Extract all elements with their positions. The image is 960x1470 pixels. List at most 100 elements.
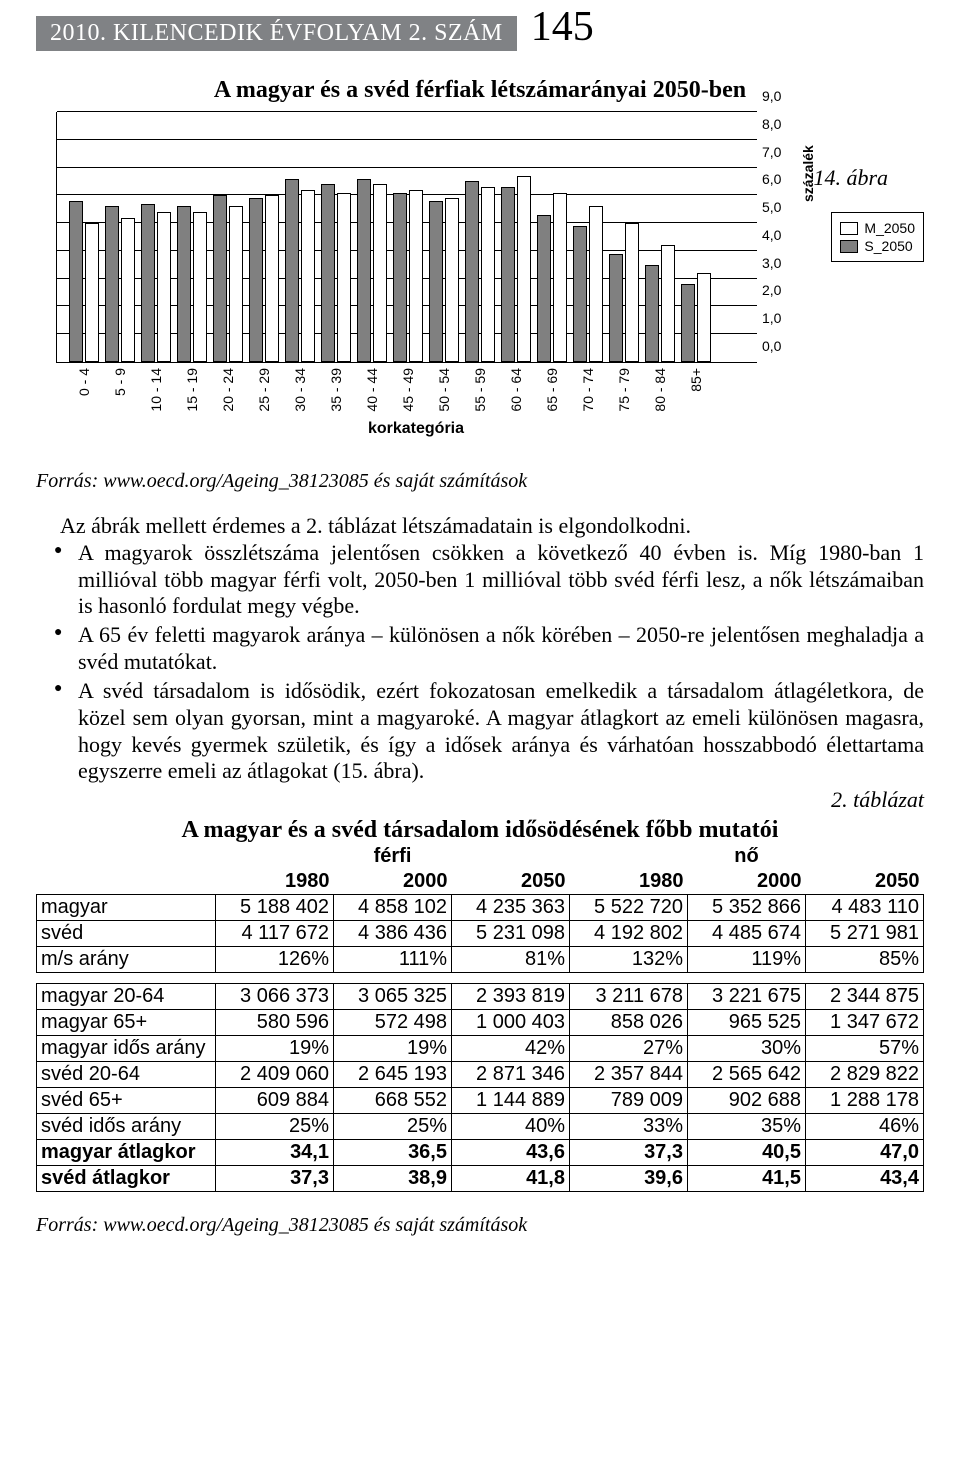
table-cell: 965 525: [688, 1010, 806, 1036]
page-header: 2010. KILENCEDIK ÉVFOLYAM 2. SZÁM 145: [36, 6, 924, 51]
bar-m: [609, 254, 623, 362]
bar-m: [429, 201, 443, 362]
table-row: svéd 65+609 884668 5521 144 889789 00990…: [37, 1088, 924, 1114]
figure-source: Forrás: www.oecd.org/Ageing_38123085 és …: [36, 470, 924, 493]
bar-s: [337, 193, 351, 362]
intro-paragraph: Az ábrák mellett érdemes a 2. táblázat l…: [36, 513, 924, 540]
bar-s: [553, 193, 567, 362]
table-row: m/s arány126%111%81%132%119%85%: [37, 947, 924, 973]
table-cell: 25%: [334, 1114, 452, 1140]
table-cell: 902 688: [688, 1088, 806, 1114]
x-tick: 45 - 49: [400, 368, 416, 412]
chart-plot-area: [56, 112, 757, 363]
y-tick: 1,0: [762, 310, 781, 326]
table-row: magyar átlagkor34,136,543,637,340,547,0: [37, 1140, 924, 1166]
table-cell: 40%: [452, 1114, 570, 1140]
x-axis-label: korkategória: [36, 420, 796, 438]
figure-title: A magyar és a svéd férfiak létszámaránya…: [36, 77, 924, 104]
table-cell: 858 026: [570, 1010, 688, 1036]
table-cell: 2 871 346: [452, 1062, 570, 1088]
table-cell: 25%: [216, 1114, 334, 1140]
bar-s: [265, 195, 279, 362]
bar-m: [285, 179, 299, 362]
bar-m: [681, 284, 695, 362]
table-cell: 789 009: [570, 1088, 688, 1114]
table-cell: 35%: [688, 1114, 806, 1140]
bar-s: [157, 212, 171, 362]
body-text: Az ábrák mellett érdemes a 2. táblázat l…: [36, 513, 924, 785]
x-tick: 20 - 24: [220, 368, 236, 412]
col-group-female: nő: [570, 844, 924, 869]
table-cell: 2 357 844: [570, 1062, 688, 1088]
year-header: 2000: [688, 869, 806, 895]
page-number: 145: [531, 6, 594, 48]
table-cell: 580 596: [216, 1010, 334, 1036]
x-tick: 65 - 69: [544, 368, 560, 412]
table-cell: 2 409 060: [216, 1062, 334, 1088]
legend-swatch: [840, 222, 858, 235]
table-cell: 1 347 672: [806, 1010, 924, 1036]
table-cell: 111%: [334, 947, 452, 973]
legend-item: M_2050: [840, 219, 915, 237]
table-cell: 43,4: [806, 1166, 924, 1192]
row-label: svéd átlagkor: [37, 1166, 216, 1192]
table-row: svéd 20-642 409 0602 645 1932 871 3462 3…: [37, 1062, 924, 1088]
table-cell: 2 565 642: [688, 1062, 806, 1088]
table-number: 2. táblázat: [36, 787, 924, 813]
bullet-item: A 65 év feletti magyarok aránya – különö…: [78, 622, 924, 676]
row-label: svéd 20-64: [37, 1062, 216, 1088]
bar-m: [393, 193, 407, 362]
table-cell: 2 645 193: [334, 1062, 452, 1088]
table-cell: 42%: [452, 1036, 570, 1062]
bar-s: [229, 206, 243, 362]
x-tick: 10 - 14: [148, 368, 164, 412]
row-label: svéd: [37, 921, 216, 947]
row-label: magyar: [37, 895, 216, 921]
bar-m: [213, 195, 227, 362]
table-cell: 34,1: [216, 1140, 334, 1166]
table-cell: 119%: [688, 947, 806, 973]
table-caption: A magyar és a svéd társadalom idősödésén…: [36, 817, 924, 844]
table-cell: 2 393 819: [452, 984, 570, 1010]
year-header: 2000: [334, 869, 452, 895]
x-tick: 35 - 39: [328, 368, 344, 412]
bar-s: [481, 187, 495, 362]
x-tick: 0 - 4: [76, 368, 92, 396]
y-tick: 9,0: [762, 88, 781, 104]
table-cell: 33%: [570, 1114, 688, 1140]
bar-m: [465, 181, 479, 362]
year-header: 2050: [806, 869, 924, 895]
row-label: m/s arány: [37, 947, 216, 973]
table-cell: 609 884: [216, 1088, 334, 1114]
bullet-item: A magyarok összlétszáma jelentősen csökk…: [78, 540, 924, 620]
table-cell: 4 192 802: [570, 921, 688, 947]
table-cell: 3 221 675: [688, 984, 806, 1010]
table-row: magyar5 188 4024 858 1024 235 3635 522 7…: [37, 895, 924, 921]
table-cell: 5 231 098: [452, 921, 570, 947]
legend-item: S_2050: [840, 237, 915, 255]
table-cell: 41,5: [688, 1166, 806, 1192]
table-cell: 132%: [570, 947, 688, 973]
table-cell: 81%: [452, 947, 570, 973]
row-label: magyar 65+: [37, 1010, 216, 1036]
bar-s: [625, 223, 639, 362]
table-cell: 36,5: [334, 1140, 452, 1166]
bar-s: [589, 206, 603, 362]
row-label: magyar idős arány: [37, 1036, 216, 1062]
table-cell: 4 235 363: [452, 895, 570, 921]
y-tick: 2,0: [762, 282, 781, 298]
x-tick: 70 - 74: [580, 368, 596, 412]
table-cell: 38,9: [334, 1166, 452, 1192]
x-tick: 75 - 79: [616, 368, 632, 412]
x-axis-ticks: 0 - 45 - 910 - 1415 - 1920 - 2425 - 2930…: [56, 368, 756, 422]
table-cell: 43,6: [452, 1140, 570, 1166]
table-cell: 19%: [216, 1036, 334, 1062]
y-tick: 7,0: [762, 144, 781, 160]
bar-m: [321, 184, 335, 362]
x-tick: 5 - 9: [112, 368, 128, 396]
bar-m: [105, 206, 119, 362]
x-tick: 55 - 59: [472, 368, 488, 412]
bar-m: [69, 201, 83, 362]
x-tick: 15 - 19: [184, 368, 200, 412]
table-cell: 3 066 373: [216, 984, 334, 1010]
